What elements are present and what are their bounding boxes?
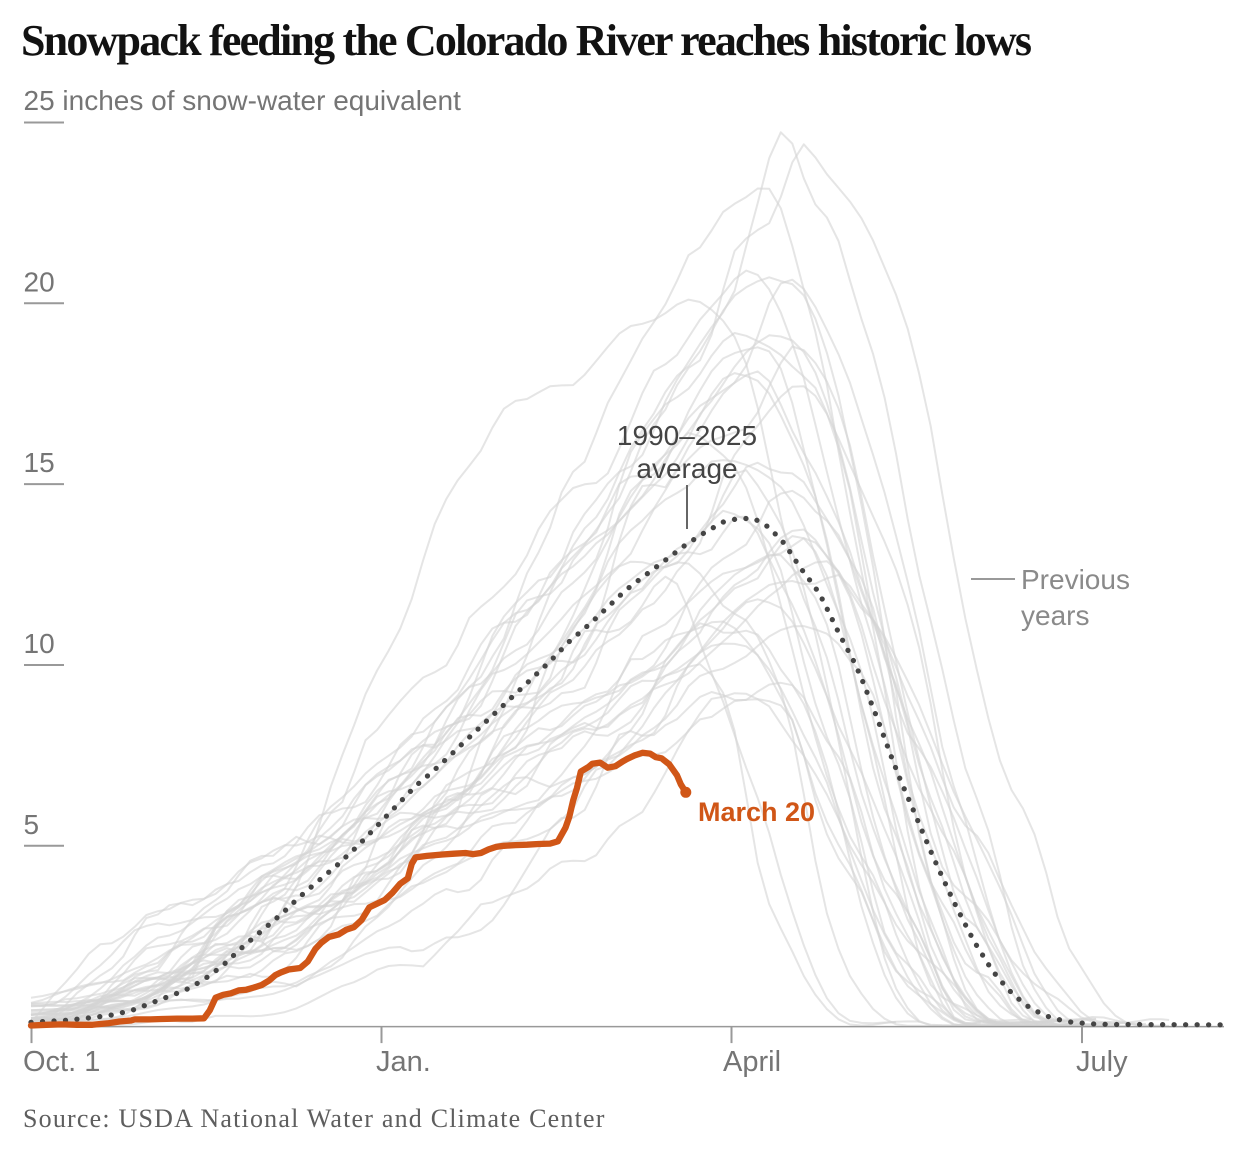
svg-text:years: years [1021, 600, 1089, 631]
svg-text:15: 15 [24, 447, 55, 478]
svg-text:average: average [636, 453, 737, 484]
svg-text:1990–2025: 1990–2025 [617, 420, 757, 451]
svg-text:10: 10 [24, 628, 55, 659]
svg-text:Jan.: Jan. [376, 1046, 431, 1078]
svg-text:March 20: March 20 [698, 797, 815, 827]
svg-text:Previous: Previous [1021, 564, 1130, 595]
svg-text:25 inches of snow-water equiva: 25 inches of snow-water equivalent [24, 85, 462, 116]
svg-text:Source: USDA National Water an: Source: USDA National Water and Climate … [23, 1104, 606, 1133]
svg-text:Oct. 1: Oct. 1 [23, 1046, 100, 1078]
svg-text:5: 5 [24, 809, 40, 840]
svg-text:April: April [723, 1046, 781, 1078]
svg-text:20: 20 [24, 266, 55, 297]
svg-text:July: July [1076, 1046, 1128, 1078]
svg-text:Snowpack feeding the Colorado: Snowpack feeding the Colorado River reac… [21, 16, 1032, 65]
